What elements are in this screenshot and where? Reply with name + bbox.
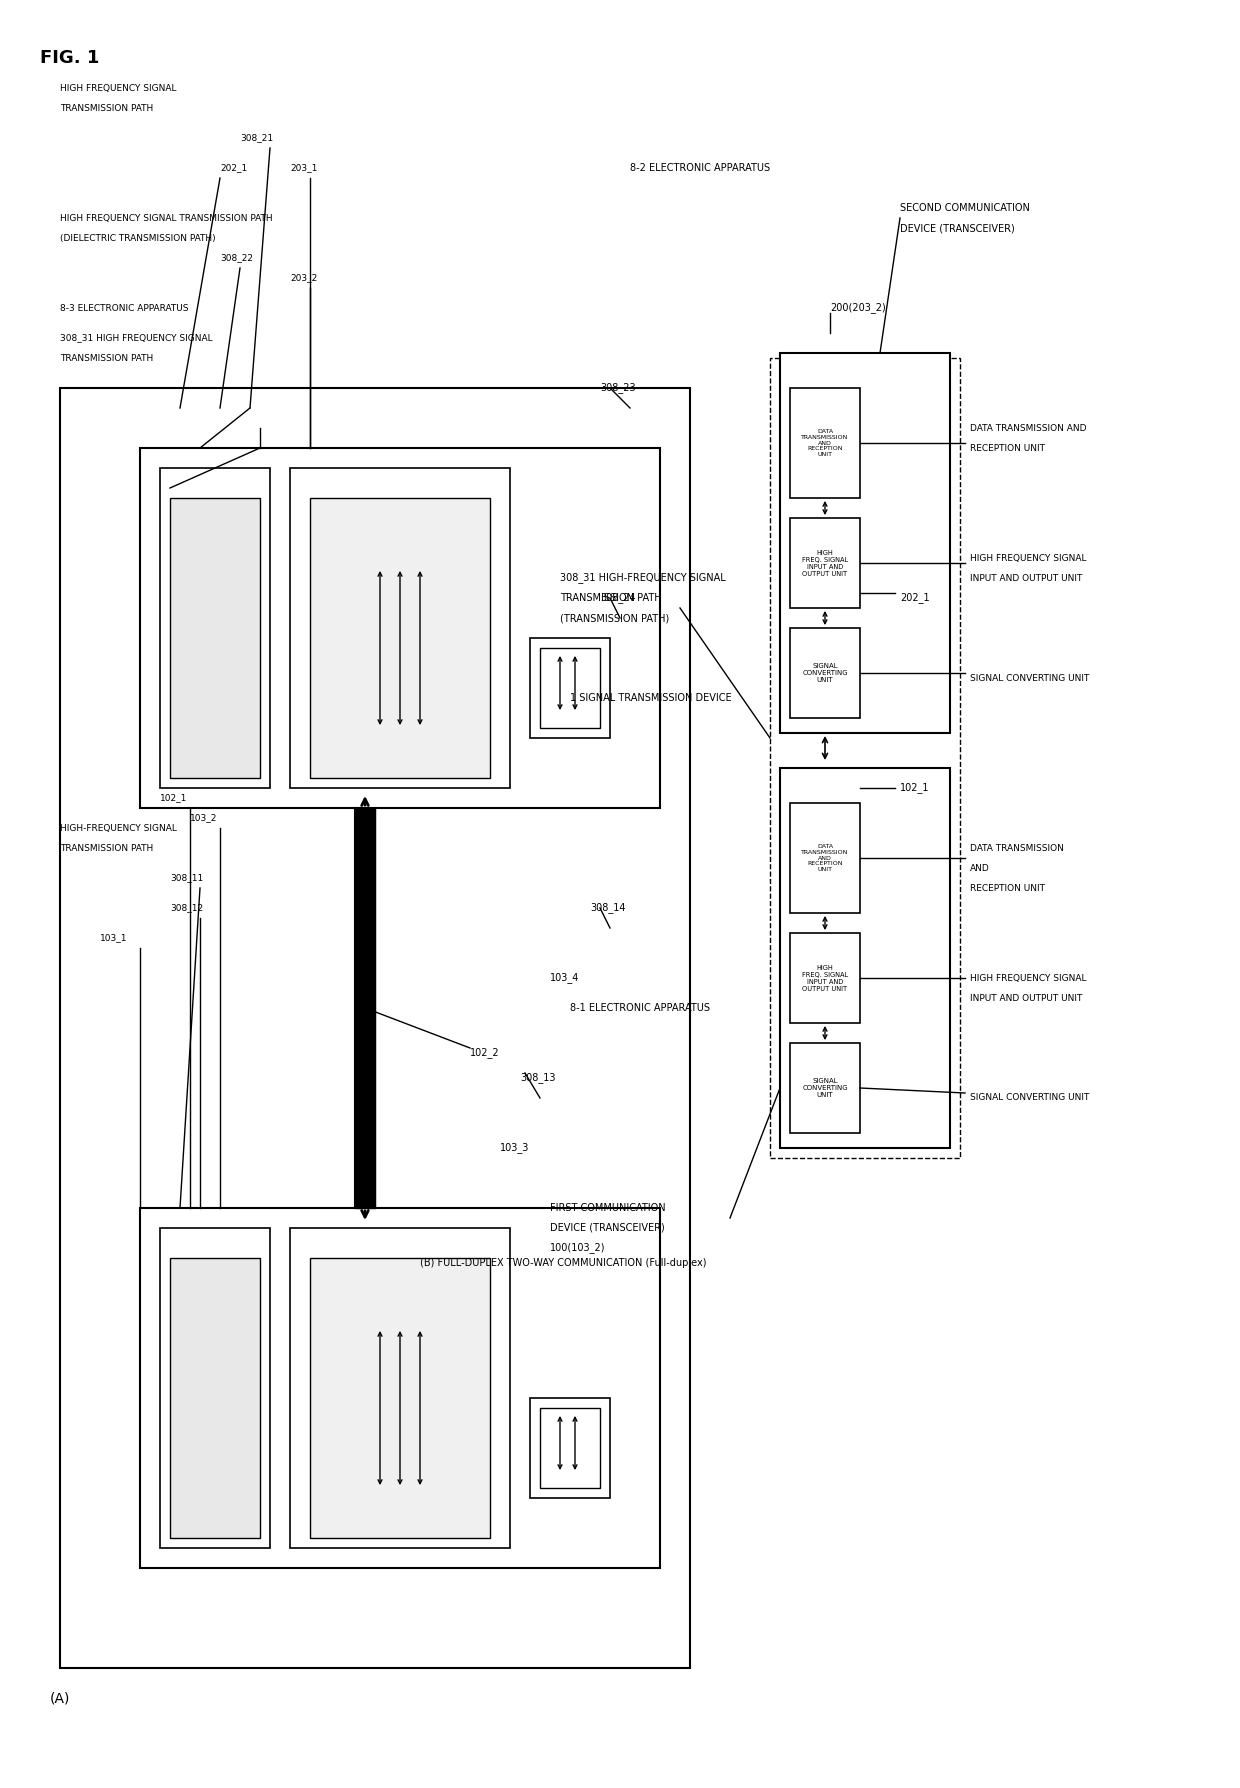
Text: 203_2: 203_2 <box>290 274 317 283</box>
Text: HIGH FREQUENCY SIGNAL: HIGH FREQUENCY SIGNAL <box>970 554 1086 563</box>
Text: 8-2 ELECTRONIC APPARATUS: 8-2 ELECTRONIC APPARATUS <box>630 163 770 173</box>
Bar <box>790 628 861 719</box>
Text: 308_24: 308_24 <box>600 592 636 604</box>
Bar <box>290 1228 510 1548</box>
Text: 202_1: 202_1 <box>219 163 247 172</box>
Bar <box>780 352 950 733</box>
Text: SIGNAL
CONVERTING
UNIT: SIGNAL CONVERTING UNIT <box>802 663 848 683</box>
Text: FIRST COMMUNICATION: FIRST COMMUNICATION <box>551 1203 666 1212</box>
Text: 1 SIGNAL TRANSMISSION DEVICE: 1 SIGNAL TRANSMISSION DEVICE <box>570 694 732 703</box>
Text: DATA
TRANSMISSION
AND
RECEPTION
UNIT: DATA TRANSMISSION AND RECEPTION UNIT <box>801 429 848 458</box>
Text: HIGH-FREQUENCY SIGNAL: HIGH-FREQUENCY SIGNAL <box>60 824 177 833</box>
Bar <box>539 647 600 728</box>
Bar <box>790 803 861 914</box>
Text: 8-1 ELECTRONIC APPARATUS: 8-1 ELECTRONIC APPARATUS <box>570 1003 711 1014</box>
Text: (TRANSMISSION PATH): (TRANSMISSION PATH) <box>560 613 670 622</box>
Bar <box>529 1398 610 1498</box>
Text: 102_1: 102_1 <box>900 783 930 794</box>
Text: (A): (A) <box>50 1691 71 1706</box>
Text: DATA TRANSMISSION: DATA TRANSMISSION <box>970 844 1064 853</box>
Text: 308_23: 308_23 <box>600 383 636 393</box>
Text: 308_22: 308_22 <box>219 254 253 263</box>
Bar <box>290 468 510 789</box>
Text: TRANSMISSION PATH: TRANSMISSION PATH <box>60 844 154 853</box>
Bar <box>60 388 689 1668</box>
Bar <box>140 1209 660 1568</box>
Text: 308_11: 308_11 <box>170 874 203 883</box>
Polygon shape <box>355 808 374 1209</box>
Text: INPUT AND OUTPUT UNIT: INPUT AND OUTPUT UNIT <box>970 994 1083 1003</box>
Text: 200(203_2): 200(203_2) <box>830 302 885 313</box>
Text: SIGNAL CONVERTING UNIT: SIGNAL CONVERTING UNIT <box>970 1094 1090 1103</box>
Bar <box>529 638 610 738</box>
Text: SECOND COMMUNICATION: SECOND COMMUNICATION <box>900 204 1030 213</box>
Bar <box>140 449 660 808</box>
Text: HIGH FREQUENCY SIGNAL: HIGH FREQUENCY SIGNAL <box>60 84 176 93</box>
Text: DATA TRANSMISSION AND: DATA TRANSMISSION AND <box>970 424 1086 433</box>
Bar <box>770 358 960 1159</box>
Text: 203_1: 203_1 <box>290 163 317 172</box>
Text: DEVICE (TRANSCEIVER): DEVICE (TRANSCEIVER) <box>900 224 1014 232</box>
Text: HIGH
FREQ. SIGNAL
INPUT AND
OUTPUT UNIT: HIGH FREQ. SIGNAL INPUT AND OUTPUT UNIT <box>802 549 848 576</box>
Text: 103_1: 103_1 <box>100 933 128 942</box>
Text: 308_31 HIGH FREQUENCY SIGNAL: 308_31 HIGH FREQUENCY SIGNAL <box>60 334 212 343</box>
Text: 308_21: 308_21 <box>241 134 273 143</box>
Bar <box>160 468 270 789</box>
Text: DEVICE (TRANSCEIVER): DEVICE (TRANSCEIVER) <box>551 1223 665 1234</box>
Text: 102_2: 102_2 <box>470 1048 500 1058</box>
Text: HIGH FREQUENCY SIGNAL: HIGH FREQUENCY SIGNAL <box>970 973 1086 982</box>
Text: HIGH FREQUENCY SIGNAL TRANSMISSION PATH: HIGH FREQUENCY SIGNAL TRANSMISSION PATH <box>60 213 273 222</box>
Bar <box>539 1407 600 1488</box>
Bar <box>310 1259 490 1538</box>
Text: RECEPTION UNIT: RECEPTION UNIT <box>970 883 1045 892</box>
Text: 308_13: 308_13 <box>520 1073 556 1084</box>
Bar <box>160 1228 270 1548</box>
Bar <box>780 769 950 1148</box>
Text: SIGNAL
CONVERTING
UNIT: SIGNAL CONVERTING UNIT <box>802 1078 848 1098</box>
Text: FIG. 1: FIG. 1 <box>40 48 99 66</box>
Bar <box>170 499 260 778</box>
Bar <box>790 519 861 608</box>
Text: 103_4: 103_4 <box>551 973 579 983</box>
Text: (DIELECTRIC TRANSMISSION PATH): (DIELECTRIC TRANSMISSION PATH) <box>60 234 216 243</box>
Bar <box>790 933 861 1023</box>
Text: (B) FULL-DUPLEX TWO-WAY COMMUNICATION (Full-duplex): (B) FULL-DUPLEX TWO-WAY COMMUNICATION (F… <box>420 1259 707 1268</box>
Text: INPUT AND OUTPUT UNIT: INPUT AND OUTPUT UNIT <box>970 574 1083 583</box>
Text: 202_1: 202_1 <box>900 592 930 604</box>
Text: TRANSMISSION PATH: TRANSMISSION PATH <box>60 354 154 363</box>
Text: 102_1: 102_1 <box>160 794 187 803</box>
Bar <box>170 1259 260 1538</box>
Text: 308_14: 308_14 <box>590 903 625 914</box>
Text: 100(103_2): 100(103_2) <box>551 1243 605 1253</box>
Bar <box>310 499 490 778</box>
Text: TRANSMISSION PATH: TRANSMISSION PATH <box>560 594 662 603</box>
Text: TRANSMISSION PATH: TRANSMISSION PATH <box>60 104 154 113</box>
Text: 103_3: 103_3 <box>500 1143 529 1153</box>
Text: DATA
TRANSMISSION
AND
RECEPTION
UNIT: DATA TRANSMISSION AND RECEPTION UNIT <box>801 844 848 873</box>
Text: 8-3 ELECTRONIC APPARATUS: 8-3 ELECTRONIC APPARATUS <box>60 304 188 313</box>
Text: RECEPTION UNIT: RECEPTION UNIT <box>970 443 1045 452</box>
Bar <box>790 1042 861 1134</box>
Text: 308_12: 308_12 <box>170 903 203 912</box>
Text: HIGH
FREQ. SIGNAL
INPUT AND
OUTPUT UNIT: HIGH FREQ. SIGNAL INPUT AND OUTPUT UNIT <box>802 964 848 992</box>
Text: 103_2: 103_2 <box>190 814 217 822</box>
Text: 308_31 HIGH-FREQUENCY SIGNAL: 308_31 HIGH-FREQUENCY SIGNAL <box>560 572 725 583</box>
Text: AND: AND <box>970 864 990 873</box>
Bar <box>790 388 861 499</box>
Text: SIGNAL CONVERTING UNIT: SIGNAL CONVERTING UNIT <box>970 674 1090 683</box>
